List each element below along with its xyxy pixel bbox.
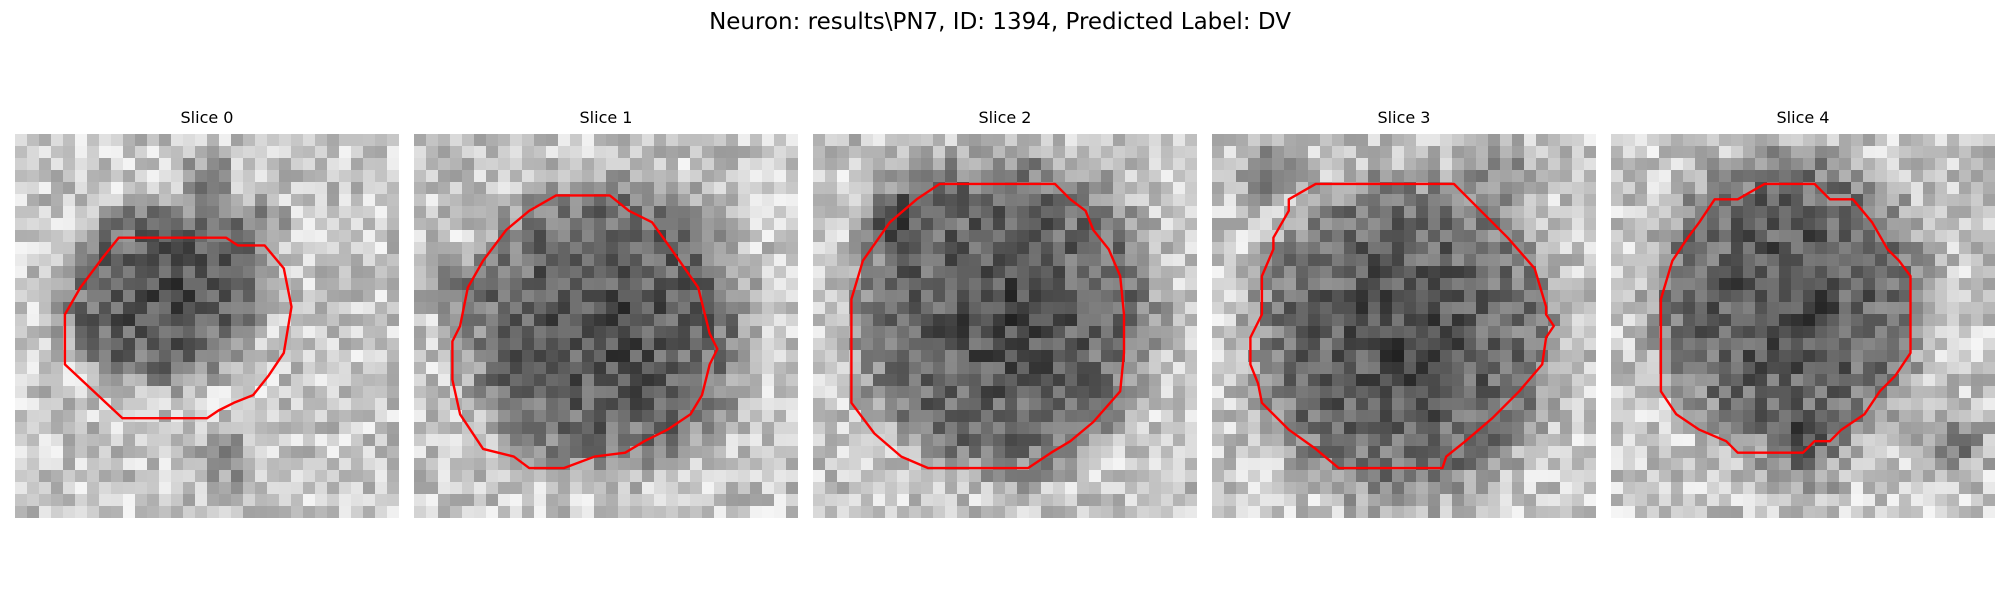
pixel-grid [1611,134,1995,518]
slice-title-1: Slice 1 [414,108,798,128]
pixel-grid [414,134,798,518]
slice-image-4 [1611,134,1995,518]
slice-panel-1: Slice 1 [414,108,798,518]
slice-image-3 [1212,134,1596,518]
slice-panel-4: Slice 4 [1611,108,1995,518]
slice-panel-3: Slice 3 [1212,108,1596,518]
slice-image-0 [15,134,399,518]
pixel-grid [15,134,399,518]
slice-image-2 [813,134,1197,518]
slice-title-0: Slice 0 [15,108,399,128]
slice-panel-2: Slice 2 [813,108,1197,518]
slice-panel-0: Slice 0 [15,108,399,518]
slice-title-4: Slice 4 [1611,108,1995,128]
pixel-grid [813,134,1197,518]
slice-image-1 [414,134,798,518]
slice-title-3: Slice 3 [1212,108,1596,128]
figure-title: Neuron: results\PN7, ID: 1394, Predicted… [0,6,2000,38]
slice-title-2: Slice 2 [813,108,1197,128]
pixel-grid [1212,134,1596,518]
